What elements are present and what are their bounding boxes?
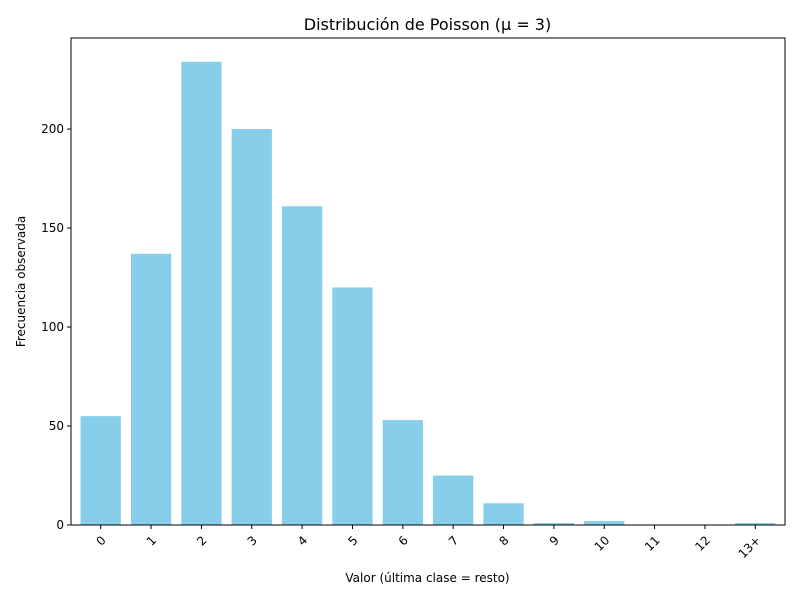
y-axis-ticks: 0 50 100 150 200 [41,122,71,532]
y-tick-label: 100 [41,320,64,334]
bar-0 [80,416,121,525]
x-axis-ticks: 0 1 2 3 4 5 6 7 8 9 10 11 12 13+ [94,525,764,561]
x-tick-label: 9 [547,533,562,548]
x-tick-label: 5 [345,533,360,548]
x-tick-label: 2 [194,533,209,548]
bar-5 [332,287,373,525]
bar-10 [584,521,625,525]
bar-7 [433,475,474,525]
y-tick-label: 0 [56,518,64,532]
y-axis-label: Frecuencia observada [14,216,28,347]
bar-13+ [735,523,776,525]
x-tick-label: 6 [396,533,411,548]
bar-3 [231,129,272,525]
bar-1 [130,253,172,525]
x-tick-label: 7 [446,533,461,548]
x-tick-label: 10 [592,533,613,554]
chart-title: Distribución de Poisson (μ = 3) [304,15,551,34]
x-tick-label: 0 [94,533,109,548]
x-tick-label: 12 [692,533,713,554]
x-tick-label: 8 [496,533,511,548]
plot-frame [70,37,786,526]
x-tick-label: 13+ [736,533,764,561]
bar-9 [533,523,575,525]
x-tick-label: 11 [642,533,663,554]
bar-4 [281,206,323,526]
x-tick-label: 1 [144,533,159,548]
bar-2 [181,61,222,525]
bar-6 [382,420,423,525]
y-tick-label: 200 [41,122,64,136]
x-axis-label: Valor (última clase = resto) [345,571,509,585]
bars-group [80,61,776,526]
bar-8 [483,503,524,525]
y-tick-label: 50 [49,419,64,433]
y-tick-label: 150 [41,221,64,235]
x-tick-label: 3 [245,533,260,548]
x-tick-label: 4 [295,533,310,548]
